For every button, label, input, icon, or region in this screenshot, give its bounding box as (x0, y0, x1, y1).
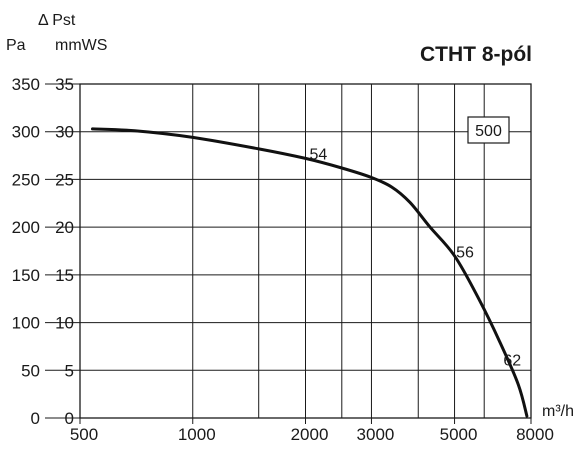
y-axis-label-delta-pst: Δ Pst (38, 12, 76, 29)
y-tick-label-pa: 150 (12, 266, 40, 285)
y-tick-label-mmws: 0 (65, 409, 74, 428)
x-tick-label: 500 (70, 425, 98, 444)
y-tick-label-pa: 100 (12, 314, 40, 333)
x-tick-labels: 500 1000 2000 3000 5000 8000 (70, 418, 554, 444)
y-tick-label-pa: 350 (12, 75, 40, 94)
y-tick-label-mmws: 10 (55, 314, 74, 333)
x-tick-label: 5000 (440, 425, 478, 444)
y-tick-labels: 0 0 50 5 100 10 150 15 200 20 250 25 300 30 350 35 (12, 75, 80, 428)
y-tick-label-mmws: 25 (55, 170, 74, 189)
y-tick-label-pa: 50 (21, 361, 40, 380)
x-tick-label: 8000 (516, 425, 554, 444)
x-tick-label: 1000 (178, 425, 216, 444)
y-tick-label-mmws: 20 (55, 218, 74, 237)
curve-annotation-label: 62 (503, 353, 521, 370)
curve-annotations: 54 56 62 (310, 146, 522, 369)
y-tick-label-pa: 0 (31, 409, 40, 428)
x-axis-unit-label: m³/h (542, 403, 574, 420)
fan-curve-line (91, 127, 529, 418)
y-tick-label-mmws: 5 (65, 361, 74, 380)
legend-box-label: 500 (475, 123, 502, 140)
curve-annotation-label: 54 (310, 146, 328, 163)
y-tick-label-pa: 300 (12, 123, 40, 142)
legend-box (467, 116, 510, 144)
y-axis-label-pa: Pa (6, 37, 26, 54)
y-tick-label-mmws: 35 (55, 75, 74, 94)
x-tick-label: 2000 (291, 425, 329, 444)
y-axis-label-mmws: mmWS (55, 37, 107, 54)
grid-lines (80, 84, 532, 418)
chart-title: CTHT 8-pól (420, 43, 532, 66)
y-tick-label-mmws: 30 (55, 123, 74, 142)
x-tick-label: 3000 (357, 425, 395, 444)
y-tick-label-pa: 200 (12, 218, 40, 237)
y-tick-label-pa: 250 (12, 170, 40, 189)
y-tick-label-mmws: 15 (55, 266, 74, 285)
curve-annotation-label: 56 (456, 245, 474, 262)
